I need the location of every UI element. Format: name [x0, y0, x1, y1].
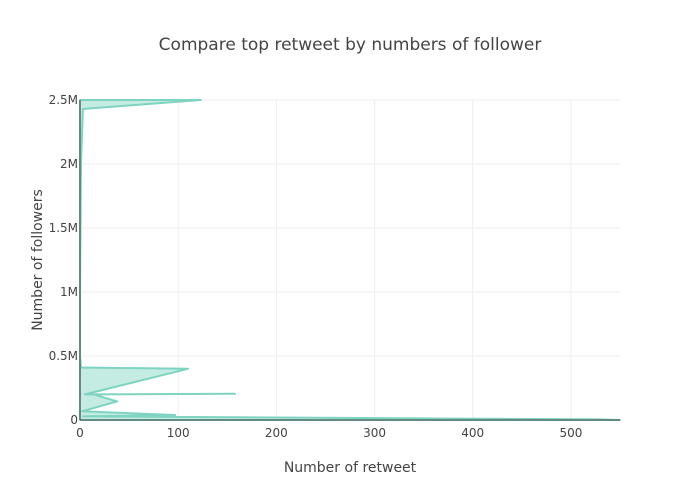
- y-tick-label: 2M: [60, 157, 78, 171]
- gridlines: [80, 99, 620, 420]
- y-axis-title: Number of followers: [30, 189, 46, 331]
- chart-title: Compare top retweet by numbers of follow…: [159, 35, 542, 55]
- axes: [79, 100, 620, 421]
- x-tick-label: 200: [265, 426, 288, 440]
- series-area: [79, 99, 621, 421]
- x-tick-labels: 0 100 200 300 400 500: [76, 426, 582, 440]
- y-tick-label: 1.5M: [49, 221, 78, 235]
- x-tick-label: 300: [363, 426, 386, 440]
- x-tick-label: 100: [167, 426, 190, 440]
- y-tick-label: 0.5M: [49, 349, 78, 363]
- x-tick-label: 400: [461, 426, 484, 440]
- y-tick-label: 0: [70, 413, 78, 427]
- x-axis-title: Number of retweet: [284, 460, 417, 476]
- x-tick-label: 0: [76, 426, 84, 440]
- x-tick-label: 500: [559, 426, 582, 440]
- y-tick-label: 1M: [60, 285, 78, 299]
- y-tick-label: 2.5M: [49, 93, 78, 107]
- y-tick-labels: 0 0.5M 1M 1.5M 2M 2.5M: [49, 93, 78, 427]
- series-area-fill: [79, 99, 621, 421]
